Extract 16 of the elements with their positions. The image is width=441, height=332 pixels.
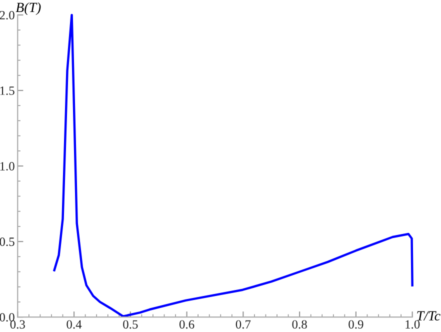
y-tick-label: 0.5 [0, 238, 14, 246]
x-axis-title: T/Tc [417, 311, 440, 321]
y-tick-label: 1.5 [0, 86, 14, 95]
x-tick-label: 0.7 [236, 320, 251, 329]
x-tick-label: 0.6 [179, 320, 194, 329]
x-tick-label: 0.4 [66, 320, 82, 329]
y-axis-title: B(T) [16, 2, 41, 15]
line-series [53, 14, 414, 318]
x-tick-label: 0.9 [348, 320, 364, 329]
y-tick-label: 0.0 [0, 313, 14, 322]
y-tick-label: 2.0 [0, 10, 14, 20]
x-tick-label: 0.8 [292, 320, 307, 329]
x-tick-label: 1.0 [406, 320, 420, 329]
x-tick-label: 0.5 [123, 320, 138, 329]
y-tick-label: 1.0 [0, 162, 14, 171]
x-tick-label: 0.3 [10, 320, 25, 329]
